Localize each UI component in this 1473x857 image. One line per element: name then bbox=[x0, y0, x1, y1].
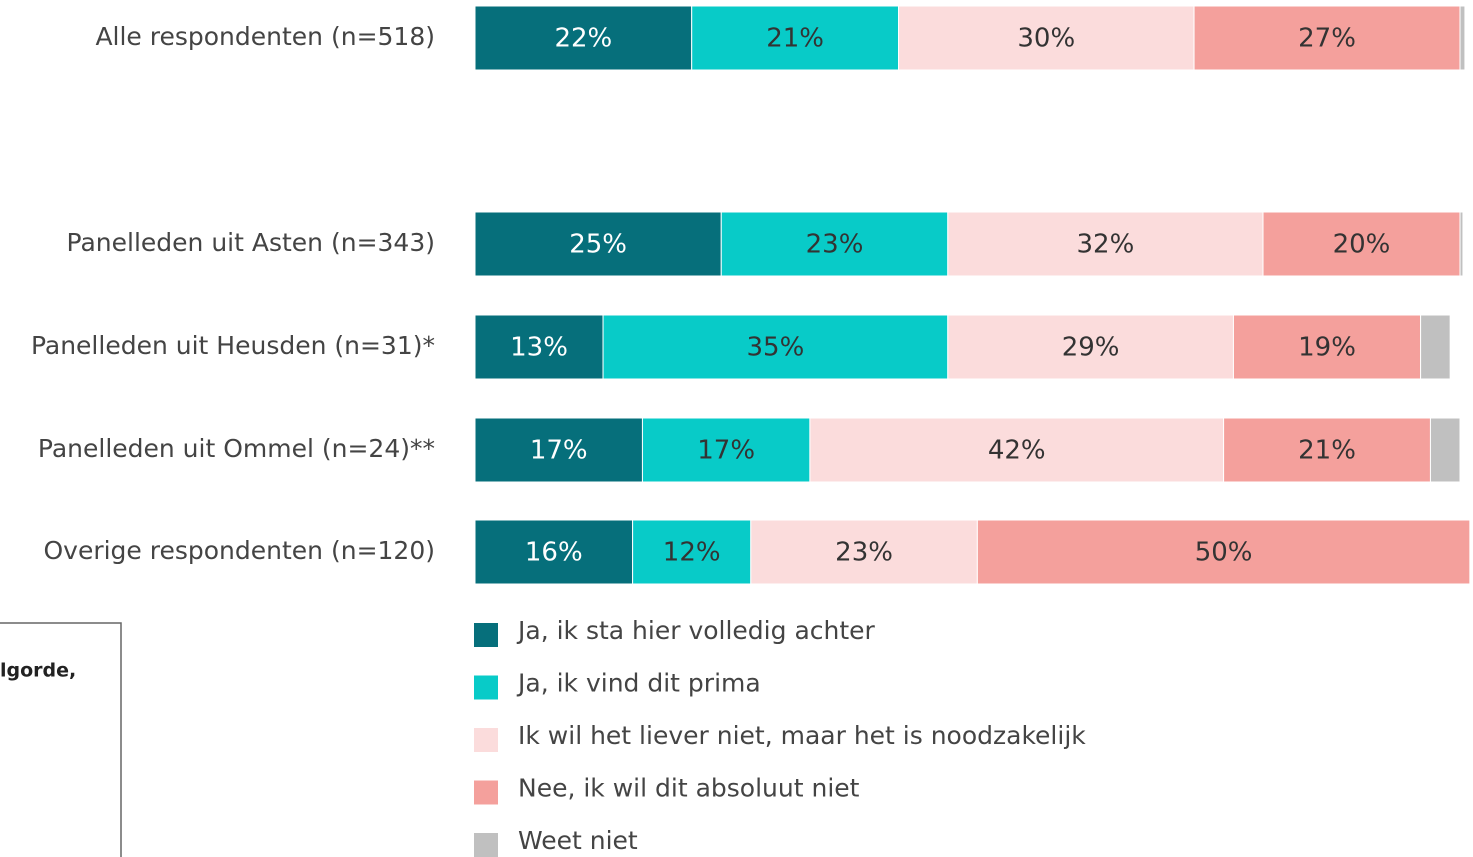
bar-segment bbox=[641, 417, 811, 483]
value-label: 21% bbox=[766, 24, 824, 54]
bar-segment bbox=[1223, 417, 1431, 483]
legend-swatch bbox=[474, 623, 498, 647]
bar-segment bbox=[1262, 211, 1461, 277]
category-label: Panelleden uit Heusden (n=31)* bbox=[31, 331, 435, 360]
value-label: 35% bbox=[747, 333, 805, 363]
bar-segment bbox=[1459, 211, 1464, 277]
bar-segment bbox=[976, 519, 1471, 585]
bar-segment bbox=[474, 5, 693, 71]
category-label: Panelleden uit Asten (n=343) bbox=[67, 228, 435, 257]
value-label: 17% bbox=[697, 436, 755, 466]
category-label: Panelleden uit Ommel (n=24)** bbox=[38, 434, 435, 463]
value-label: 21% bbox=[1298, 436, 1356, 466]
value-label: 17% bbox=[530, 436, 588, 466]
legend-label: Nee, ik wil dit absoluut niet bbox=[518, 774, 860, 803]
value-label: 30% bbox=[1017, 24, 1075, 54]
bar-segment bbox=[1429, 417, 1461, 483]
value-label: 23% bbox=[835, 538, 893, 568]
value-label: 23% bbox=[806, 230, 864, 260]
category-label: Overige respondenten (n=120) bbox=[43, 536, 435, 565]
legend-swatch bbox=[474, 833, 498, 857]
bar-segment bbox=[691, 5, 900, 71]
legend-label: Ja, ik vind dit prima bbox=[516, 669, 761, 698]
value-label: 42% bbox=[988, 436, 1046, 466]
value-label: 22% bbox=[554, 24, 612, 54]
value-label: 27% bbox=[1298, 24, 1356, 54]
bar-segment bbox=[632, 519, 752, 585]
value-label: 25% bbox=[569, 230, 627, 260]
note-box bbox=[0, 622, 122, 857]
value-label: 19% bbox=[1298, 333, 1356, 363]
legend-swatch bbox=[474, 780, 498, 805]
value-label: 20% bbox=[1333, 230, 1391, 260]
value-label: 29% bbox=[1062, 333, 1120, 363]
legend-label: Ja, ik sta hier volledig achter bbox=[516, 616, 876, 645]
bar-segment bbox=[474, 314, 604, 380]
legend-label: Ik wil het liever niet, maar het is nood… bbox=[518, 721, 1086, 750]
bar-segment bbox=[1459, 5, 1466, 71]
category-label: Alle respondenten (n=518) bbox=[95, 22, 435, 51]
bar-segment bbox=[750, 519, 978, 585]
bar-segment bbox=[1193, 5, 1461, 71]
bar-segment bbox=[602, 314, 949, 380]
value-label: 12% bbox=[663, 538, 721, 568]
note: lgorde, bbox=[0, 660, 76, 682]
bar-segment bbox=[898, 5, 1195, 71]
value-label: 13% bbox=[510, 333, 568, 363]
value-label: 16% bbox=[525, 538, 583, 568]
bar-segment bbox=[1232, 314, 1422, 380]
legend-swatch bbox=[474, 728, 498, 752]
bar-segment bbox=[720, 211, 949, 277]
legend-label: Weet niet bbox=[518, 826, 638, 855]
bar-segment bbox=[474, 417, 643, 483]
bar-segment bbox=[947, 211, 1264, 277]
legend-swatch bbox=[474, 675, 498, 700]
value-label: 50% bbox=[1195, 538, 1253, 568]
bar-segment bbox=[474, 211, 722, 277]
bar-segment bbox=[1420, 314, 1451, 380]
bar-segment bbox=[809, 417, 1225, 483]
bar-segment bbox=[474, 519, 634, 585]
value-label: 32% bbox=[1077, 230, 1135, 260]
